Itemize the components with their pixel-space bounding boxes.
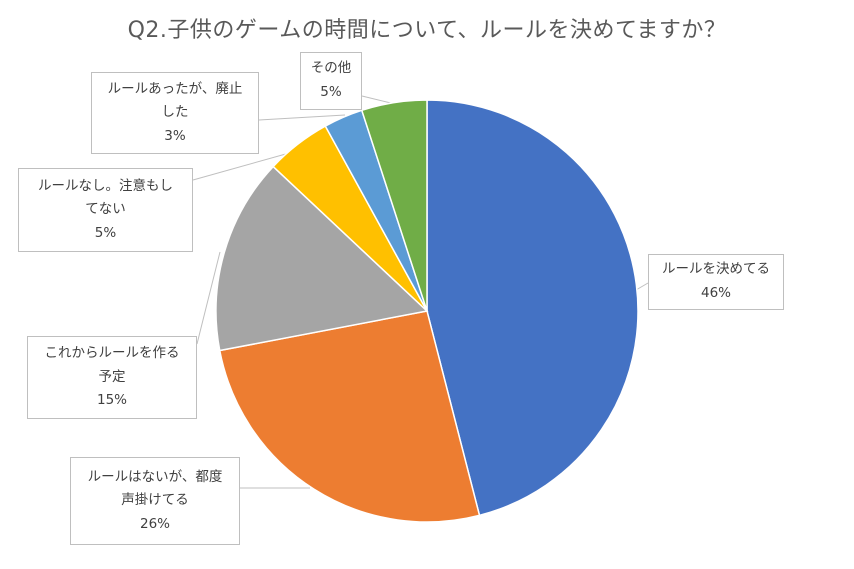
slice-label-text: ルールあったが、廃止	[107, 80, 243, 97]
slice-value-label: 5%	[320, 84, 342, 100]
slice-label-2: これからルールを作る 予定 15%	[27, 336, 197, 419]
slice-value-label: 5%	[94, 224, 117, 241]
slice-value-label: 26%	[139, 515, 170, 532]
slice-label-text: ルールを決めてる	[662, 261, 770, 278]
slice-label-text: 予定	[98, 368, 126, 385]
slice-label-5: その他 5%	[300, 52, 362, 110]
slice-label-1: ルールはないが、都度 声掛けてる 26%	[70, 457, 240, 545]
slice-value-label: 15%	[96, 392, 127, 409]
chart-title: Q2.子供のゲームの時間について、ルールを決めてますか？	[127, 18, 727, 43]
pie-slice-5	[360, 99, 428, 312]
slice-label-text: これからルールを作る	[44, 345, 180, 362]
leader-lines	[192, 95, 649, 489]
slice-value-label: 46%	[700, 285, 731, 301]
slice-label-text: てない	[85, 201, 126, 218]
pie-slice-2	[215, 165, 429, 352]
slice-label-4: ルールあったが、廃止 した 3%	[91, 72, 259, 154]
slice-label-text: その他	[310, 60, 352, 77]
slice-label-text: ルールはないが、都度	[87, 468, 223, 485]
pie-slices	[215, 99, 639, 523]
pie-slice-0	[426, 99, 639, 517]
leader-line-3	[192, 149, 301, 181]
leader-line-4	[258, 114, 346, 121]
slice-label-text: した	[161, 104, 189, 121]
slice-label-text: 声掛けてる	[121, 492, 189, 509]
slice-label-0: ルールを決めてる 46%	[648, 254, 784, 310]
pie-slice-1	[218, 310, 481, 523]
leader-line-2	[196, 251, 221, 345]
slice-label-3: ルールなし。注意もし てない 5%	[18, 168, 193, 252]
leader-line-0	[635, 282, 649, 291]
slice-label-text: ルールなし。注意もし	[38, 177, 173, 194]
slice-value-label: 3%	[164, 127, 186, 144]
